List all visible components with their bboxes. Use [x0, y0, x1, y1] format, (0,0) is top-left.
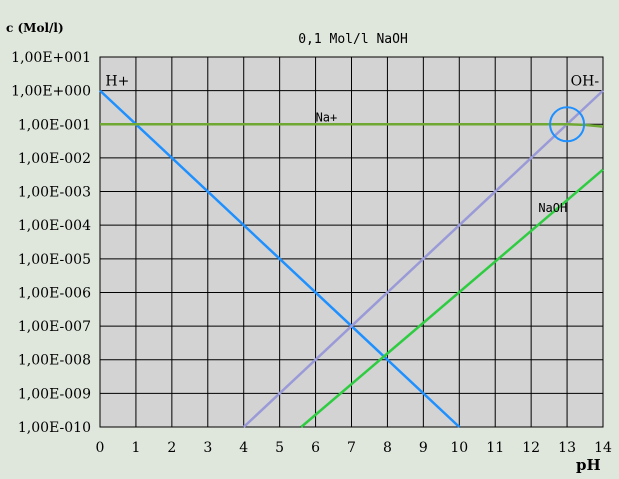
y-tick-label: 1,00E-004	[18, 218, 91, 234]
x-tick-label: 12	[522, 440, 540, 456]
x-tick-label: 1	[131, 440, 140, 456]
annotation-naplus: Na+	[316, 111, 338, 125]
x-tick-label: 13	[558, 440, 576, 456]
x-tick-label: 5	[275, 440, 284, 456]
highlight-circle	[549, 106, 586, 143]
x-tick-label: 3	[203, 440, 212, 456]
x-axis-title: pH	[576, 456, 601, 474]
y-tick-label: 1,00E-001	[18, 117, 91, 133]
y-tick-label: 1,00E+001	[11, 50, 91, 66]
series-line-naoh	[300, 168, 604, 428]
y-tick-label: 1,00E-005	[18, 252, 91, 268]
y-tick-label: 1,00E-003	[18, 185, 91, 201]
y-tick-label: 1,00E-007	[18, 319, 91, 335]
y-tick-label: 1,00E-010	[18, 420, 91, 436]
y-tick-label: 1,00E+000	[11, 84, 91, 100]
x-tick-label: 10	[450, 440, 468, 456]
x-tick-label: 9	[419, 440, 428, 456]
x-tick-label: 4	[239, 440, 248, 456]
y-tick-label: 1,00E-008	[18, 353, 91, 369]
y-tick-label: 1,00E-002	[18, 151, 91, 167]
x-tick-label: 2	[167, 440, 176, 456]
annotation-naoh: NaOH	[538, 201, 567, 215]
y-tick-label: 1,00E-009	[18, 386, 91, 402]
series-line-naplus	[100, 123, 604, 128]
x-tick-label: 0	[96, 440, 105, 456]
chart-title: 0,1 Mol/l NaOH	[298, 32, 408, 47]
tick-labels: 0 1 2 3 4 5 6 7 8 9 10 11 12 13 141,00E+0011,00E+0001,…	[11, 50, 612, 456]
y-tick-label: 1,00E-006	[18, 285, 91, 301]
annotation-hplus: H+	[105, 74, 129, 90]
x-tick-label: 6	[311, 440, 320, 456]
y-axis-title: c (Mol/l)	[6, 21, 64, 35]
series-line-hplus	[99, 89, 461, 428]
x-tick-label: 7	[347, 440, 356, 456]
annotation-ohminus: OH-	[571, 74, 600, 90]
x-tick-label: 11	[486, 440, 504, 456]
series-line-ohminus	[242, 89, 604, 428]
series-group	[99, 89, 604, 428]
annotations: H+ OH- Na+ NaOH	[105, 74, 599, 215]
x-tick-label: 8	[383, 440, 392, 456]
x-tick-label: 14	[594, 440, 612, 456]
